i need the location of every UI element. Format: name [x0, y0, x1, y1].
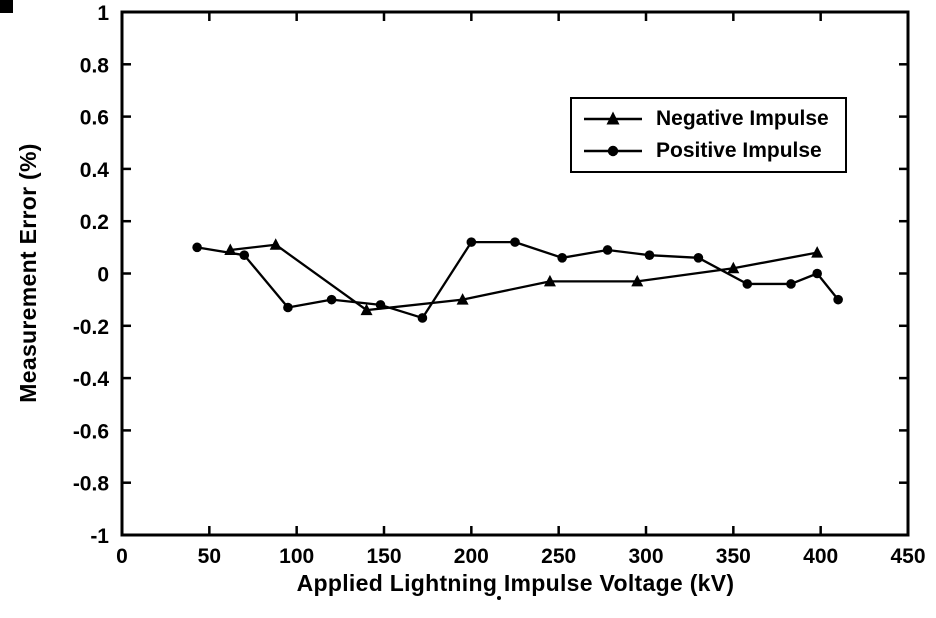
triangle-marker-icon — [727, 261, 740, 274]
legend-triangle-marker-icon — [584, 111, 642, 125]
circle-marker-icon — [326, 294, 337, 305]
x-tick-label: 400 — [803, 545, 838, 568]
legend-label-positive-impulse: Positive Impulse — [656, 139, 822, 162]
y-tick-label: 0.8 — [80, 54, 110, 77]
scan-artifact — [0, 0, 13, 13]
circle-marker-icon — [693, 253, 704, 263]
y-tick-label: 0.4 — [80, 159, 110, 182]
series-line-circle — [196, 240, 840, 320]
circle-marker-icon — [510, 237, 520, 247]
circle-marker-icon — [786, 279, 796, 289]
circle-marker-icon — [417, 313, 428, 323]
circle-marker-icon — [375, 300, 386, 310]
circle-marker-icon — [812, 268, 822, 279]
x-tick-label: 450 — [890, 545, 925, 568]
y-tick-label: 0.6 — [80, 107, 109, 130]
y-tick-label: 1 — [97, 2, 109, 25]
y-tick-label: -0.6 — [73, 420, 109, 443]
y-tick-label: -0.2 — [73, 316, 109, 339]
y-axis-label: Measurement Error (%) — [15, 143, 41, 403]
y-tick-label: 0 — [97, 264, 109, 287]
circle-marker-icon — [239, 250, 250, 260]
legend-circle-marker-icon — [584, 145, 642, 157]
triangle-marker-icon — [456, 293, 469, 305]
circle-marker-icon — [466, 237, 477, 247]
y-tick-label: -0.8 — [73, 473, 110, 496]
y-tick-label: -1 — [90, 525, 109, 548]
triangle-marker-icon — [543, 274, 556, 287]
x-tick-label: 150 — [366, 545, 401, 568]
y-tick-label: -0.4 — [73, 368, 110, 391]
legend: Negative Impulse Positive Impulse — [570, 97, 847, 173]
circle-marker-icon — [283, 302, 293, 313]
x-tick-label: 0 — [116, 545, 128, 568]
y-tick-label: 0.2 — [80, 211, 109, 234]
x-tick-label: 100 — [279, 545, 314, 568]
x-axis-label: Applied Lightning Impulse Voltage (kV) — [296, 570, 735, 596]
plot-frame — [120, 10, 910, 537]
triangle-marker-icon — [631, 274, 644, 287]
circle-marker-icon — [557, 253, 567, 263]
series-line-triangle — [230, 243, 818, 312]
scan-artifact — [497, 596, 501, 600]
circle-marker-icon — [602, 245, 613, 255]
x-tick-label: 350 — [716, 545, 751, 568]
legend-item-negative-impulse: Negative Impulse — [582, 107, 829, 131]
x-tick-label: 50 — [198, 545, 221, 568]
circle-marker-icon — [742, 279, 753, 289]
triangle-marker-icon — [360, 303, 373, 316]
circle-marker-icon — [644, 250, 655, 260]
circle-marker-icon — [192, 242, 202, 253]
triangle-marker-icon — [811, 246, 824, 258]
x-tick-label: 250 — [541, 545, 576, 568]
legend-item-positive-impulse: Positive Impulse — [582, 139, 829, 163]
x-tick-label: 300 — [628, 545, 663, 568]
legend-label-negative-impulse: Negative Impulse — [656, 107, 829, 130]
circle-marker-icon — [833, 294, 843, 305]
x-tick-label: 200 — [454, 545, 489, 568]
triangle-marker-icon — [269, 238, 282, 250]
